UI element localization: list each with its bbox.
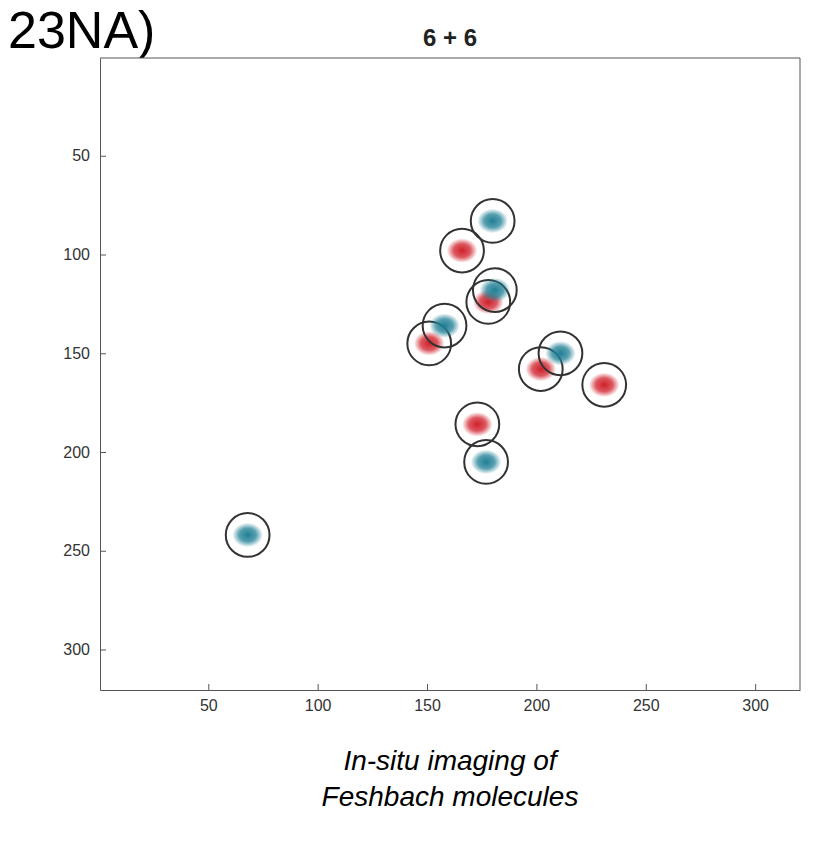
blob xyxy=(480,278,511,303)
blob xyxy=(477,209,508,234)
tick: 300 xyxy=(742,684,769,714)
tick-label: 50 xyxy=(200,697,218,714)
plot-background xyxy=(100,58,800,690)
blob xyxy=(471,450,502,475)
detection-ring xyxy=(471,199,515,243)
tick-label: 100 xyxy=(305,697,332,714)
detection-ring xyxy=(539,331,583,375)
tick: 250 xyxy=(633,684,660,714)
series xyxy=(226,199,583,557)
marks xyxy=(226,199,626,557)
tick: 250 xyxy=(63,542,106,559)
title: 6 + 6 xyxy=(423,24,477,51)
tick-mark xyxy=(100,353,106,354)
series xyxy=(407,229,626,447)
y-axis: 50 100 150 200 250 300 xyxy=(63,59,106,691)
tick: 200 xyxy=(63,444,106,461)
tick-label: 200 xyxy=(63,444,90,461)
axis-line xyxy=(101,690,801,691)
tick-mark xyxy=(318,684,319,690)
tick-label: 250 xyxy=(63,542,90,559)
tick-label: 300 xyxy=(742,697,769,714)
chart: 23NA) 6 + 6 50 100 150 200 250 300 50 100 150 200 25… xyxy=(0,0,834,864)
tick-label: 150 xyxy=(63,345,90,362)
tick-mark xyxy=(100,650,106,651)
detection-ring xyxy=(582,363,626,407)
frame xyxy=(100,58,800,59)
detection-ring xyxy=(464,440,508,484)
blob xyxy=(589,373,620,398)
detection-ring xyxy=(423,304,467,348)
blob xyxy=(545,341,576,366)
tick: 150 xyxy=(63,345,106,362)
blob xyxy=(462,412,493,437)
tick-mark xyxy=(100,156,106,157)
tick: 150 xyxy=(414,684,441,714)
detection-ring xyxy=(226,513,270,557)
tick: 100 xyxy=(63,246,106,263)
tick-mark xyxy=(208,684,209,690)
tick-label: 50 xyxy=(72,147,90,164)
blob xyxy=(232,523,263,548)
caption: Feshbach molecules xyxy=(322,781,579,812)
tick-mark xyxy=(646,684,647,690)
tick-label: 300 xyxy=(63,641,90,658)
tick-mark xyxy=(536,684,537,690)
tick: 100 xyxy=(305,684,332,714)
axis-line xyxy=(100,59,101,691)
tick: 300 xyxy=(63,641,106,658)
tick-label: 150 xyxy=(414,697,441,714)
caption: In-situ imaging of xyxy=(343,745,559,776)
frame xyxy=(800,58,801,690)
tick-mark xyxy=(100,255,106,256)
blob xyxy=(429,313,460,338)
tick-mark xyxy=(427,684,428,690)
tick: 50 xyxy=(72,147,106,164)
detection-ring xyxy=(455,402,499,446)
blob xyxy=(447,238,478,263)
tick-label: 200 xyxy=(524,697,551,714)
tick-mark xyxy=(100,452,106,453)
tick: 50 xyxy=(200,684,218,714)
tick-mark xyxy=(755,684,756,690)
tick-mark xyxy=(100,551,106,552)
x-axis: 50 100 150 200 250 300 xyxy=(101,684,801,714)
plot: 50 100 150 200 250 300 50 100 150 200 250 300 xyxy=(63,58,800,714)
tick: 200 xyxy=(524,684,551,714)
tick-label: 100 xyxy=(63,246,90,263)
tick-label: 250 xyxy=(633,697,660,714)
header: 23NA) xyxy=(8,1,155,59)
detection-ring xyxy=(473,268,517,312)
